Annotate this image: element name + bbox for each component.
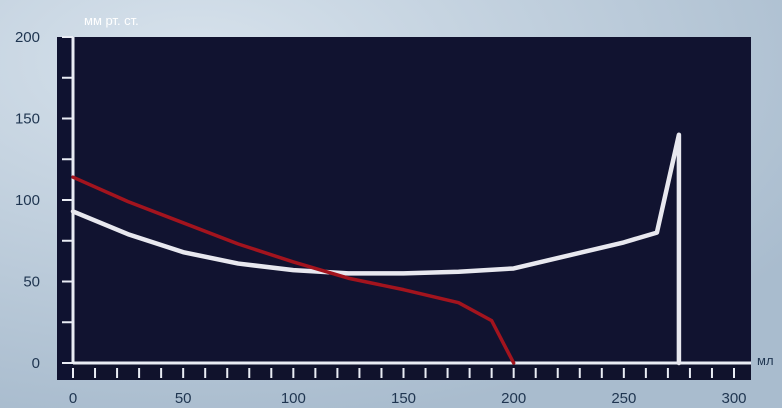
y-tick-labels: 0 50 100 150 200 — [15, 29, 40, 372]
x-axis-label: мл — [757, 353, 774, 368]
y-axis-band — [57, 37, 73, 380]
y-tick-label: 50 — [23, 274, 40, 291]
x-axis-ticks — [72, 368, 735, 378]
x-tick-label: 300 — [721, 390, 746, 407]
x-tick-label: 100 — [281, 390, 306, 407]
series-line-2 — [71, 175, 516, 365]
y-axis-ticks — [62, 36, 73, 364]
x-tick-labels: 0 50 100 150 200 250 300 — [69, 390, 747, 407]
series-group — [70, 132, 682, 366]
y-tick-label: 200 — [15, 29, 40, 46]
y-tick-label: 150 — [15, 111, 40, 128]
y-axis-label: мм рт. ст. — [84, 13, 139, 28]
x-axis-band — [73, 363, 751, 380]
plot-area — [73, 37, 751, 363]
x-tick-label: 250 — [611, 390, 636, 407]
series-line-1 — [70, 132, 682, 366]
y-tick-label: 0 — [32, 355, 40, 372]
y-tick-label: 100 — [15, 192, 40, 209]
x-tick-label: 200 — [501, 390, 526, 407]
x-tick-label: 50 — [175, 390, 192, 407]
x-tick-label: 150 — [391, 390, 416, 407]
x-tick-label: 0 — [69, 390, 77, 407]
